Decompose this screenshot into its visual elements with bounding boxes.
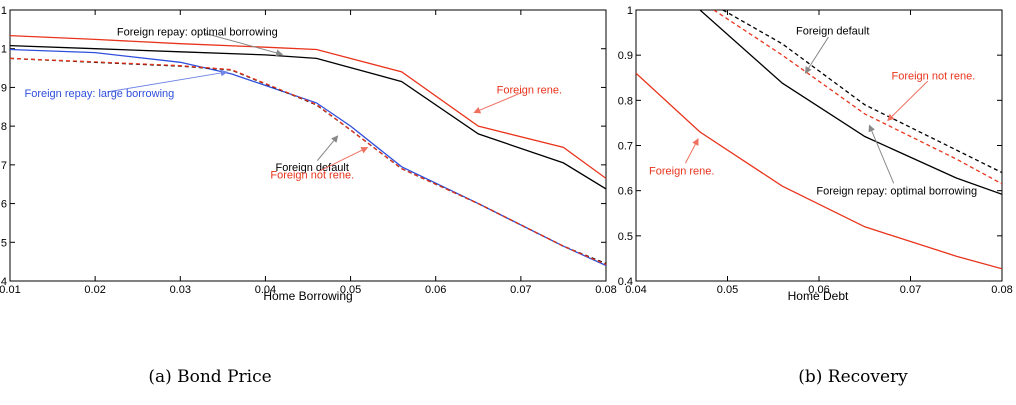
x-tick-label: 0.07 [900,284,921,296]
y-tick-label: 1 [627,5,633,17]
y-tick-label: 1 [1,44,7,56]
annotation-label: Foreign repay: optimal borrowing [816,186,977,198]
x-axis-label: Home Borrowing [263,289,352,303]
x-tick-label: 0.06 [808,284,829,296]
x-tick-label: 0.08 [595,284,616,296]
x-tick-label: 0.07 [510,284,531,296]
y-tick-label: 0.9 [618,50,633,62]
x-axis-label: Home Debt [788,289,849,303]
annotation-arrow [685,138,699,164]
bond-price-chart: Home Borrowing (a) Bond Price 0.01 0.02 0.… [0,5,617,387]
y-tick-label: 0.7 [618,141,633,153]
x-tick-label: 0.04 [255,284,276,296]
annotation-label: Foreign default [276,162,349,174]
annotation-arrow [319,146,369,172]
x-tick-label: 0.03 [170,284,191,296]
series-line-notrene [713,10,1002,185]
y-tick-label: 0.4 [0,276,7,288]
annotation-arrow [107,69,228,93]
y-tick-label: 0.6 [618,186,633,198]
y-tick-label: 0.8 [0,121,7,133]
y-tick-label: 0.5 [618,231,633,243]
annotation-label: Foreign default [796,25,869,37]
x-tick-label: 0.01 [0,284,21,296]
y-tick-label: 0.7 [0,160,7,172]
series-line-notrene [10,57,606,265]
x-tick-label: 0.06 [425,284,446,296]
series-line-opt [699,10,1002,195]
y-tick-label: 0.5 [0,237,7,249]
annotation-arrow [316,135,339,161]
series-line-default [722,10,1002,174]
recovery-chart: Home Debt (b) Recovery 0.04 0.05 0.06 0.07 0… [618,5,1013,387]
x-tick-label: 0.05 [717,284,738,296]
annotation-label: Foreign not rene. [891,70,975,82]
annotation-arrow [868,124,895,184]
plot-area-frame [9,9,607,282]
annotation-label: Foreign not rene. [270,170,354,182]
series-line-rene [10,34,606,179]
y-tick-label: 1.1 [0,5,7,17]
annotation-arrow [473,91,523,114]
annotation-label: Foreign repay: large borrowing [24,88,174,100]
series-line-rene [636,72,1002,270]
annotation-label: Foreign rene. [649,165,714,177]
annotation-label: Foreign rene. [497,84,562,96]
x-tick-label: 0.02 [84,284,105,296]
y-tick-label: 0.8 [618,95,633,107]
annotation-arrow [204,32,284,57]
series-line-large [10,48,606,267]
y-tick-label: 0.9 [0,82,7,94]
annotation-arrow [804,36,829,74]
annotation-label: Foreign repay: optimal borrowing [117,26,278,38]
y-tick-label: 0.4 [618,276,633,288]
x-tick-label: 0.08 [991,284,1012,296]
chart-caption: (b) Recovery [798,367,908,387]
chart-caption: (a) Bond Price [148,367,271,387]
series-line-opt [10,44,606,190]
x-tick-label: 0.05 [340,284,361,296]
x-tick-label: 0.04 [625,284,646,296]
y-tick-label: 0.6 [0,199,7,211]
annotation-arrow [887,80,929,122]
